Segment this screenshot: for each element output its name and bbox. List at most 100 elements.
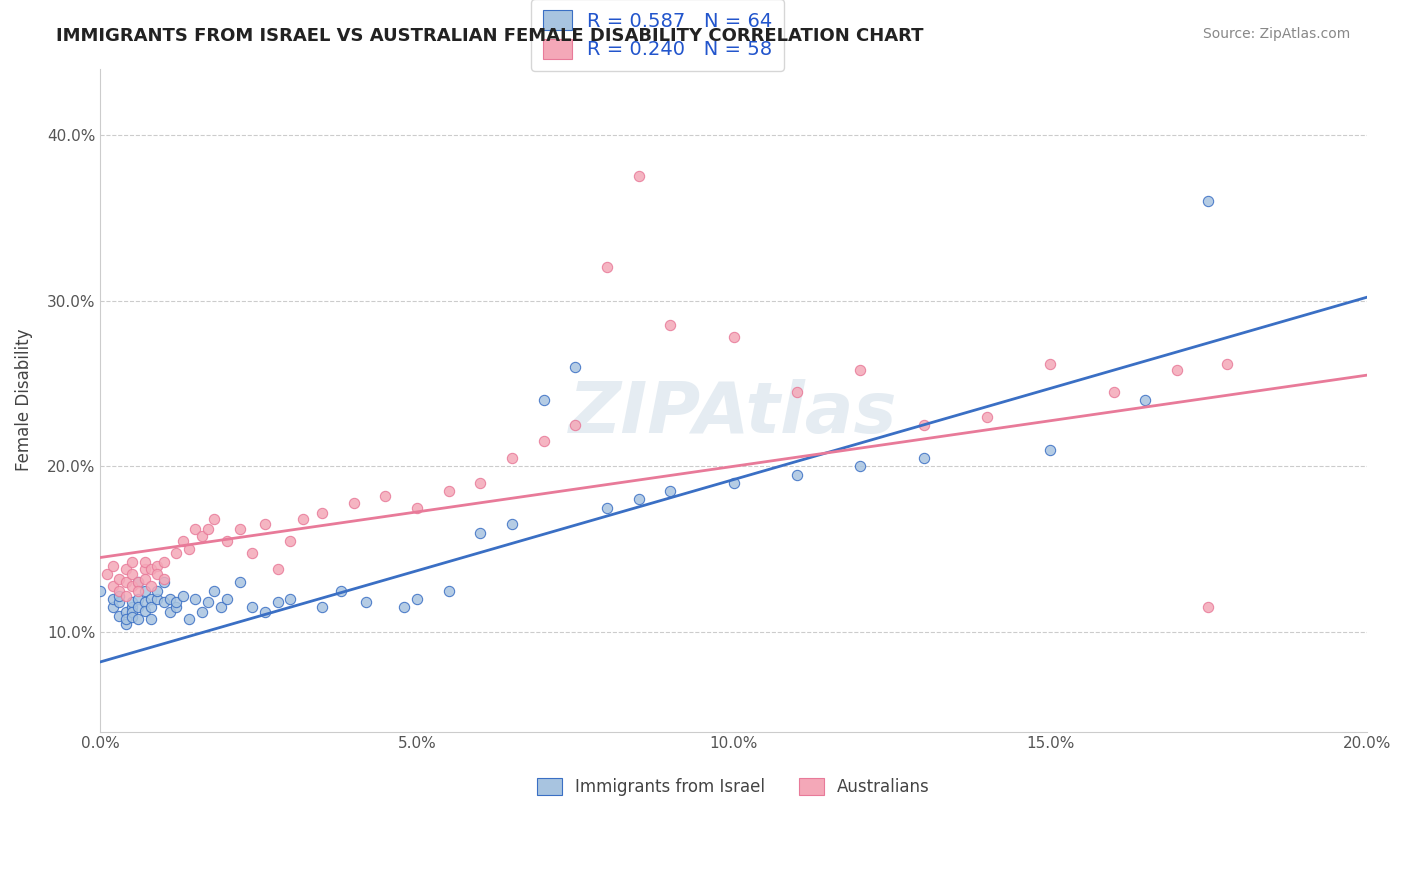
Point bbox=[1039, 442, 1062, 457]
Point bbox=[152, 556, 174, 570]
Point bbox=[184, 591, 207, 606]
Point bbox=[172, 589, 194, 603]
Point bbox=[912, 417, 935, 432]
Point bbox=[146, 583, 169, 598]
Point bbox=[152, 575, 174, 590]
Point bbox=[849, 459, 872, 474]
Point bbox=[1198, 194, 1220, 208]
Point bbox=[1216, 357, 1239, 371]
Point bbox=[108, 572, 131, 586]
Point bbox=[108, 608, 131, 623]
Point bbox=[406, 591, 429, 606]
Point bbox=[127, 575, 149, 590]
Point bbox=[240, 545, 263, 559]
Point bbox=[1198, 600, 1220, 615]
Point bbox=[1166, 363, 1188, 377]
Point bbox=[266, 595, 288, 609]
Point bbox=[114, 616, 136, 631]
Point bbox=[139, 591, 162, 606]
Point bbox=[564, 359, 586, 374]
Point bbox=[533, 392, 555, 407]
Point bbox=[134, 556, 156, 570]
Point bbox=[159, 605, 181, 619]
Point bbox=[121, 600, 143, 615]
Point bbox=[139, 562, 162, 576]
Point bbox=[912, 451, 935, 466]
Point bbox=[215, 591, 238, 606]
Point bbox=[849, 363, 872, 377]
Point bbox=[202, 512, 225, 526]
Point bbox=[202, 583, 225, 598]
Point bbox=[134, 595, 156, 609]
Point bbox=[253, 605, 276, 619]
Point bbox=[197, 595, 219, 609]
Point bbox=[209, 600, 232, 615]
Point bbox=[437, 583, 460, 598]
Point bbox=[392, 600, 416, 615]
Point bbox=[127, 575, 149, 590]
Point bbox=[501, 517, 523, 532]
Point bbox=[266, 562, 288, 576]
Point bbox=[470, 525, 492, 540]
Point bbox=[1133, 392, 1156, 407]
Point bbox=[659, 484, 682, 499]
Point bbox=[114, 612, 136, 626]
Point bbox=[101, 591, 124, 606]
Point bbox=[311, 600, 333, 615]
Point bbox=[596, 260, 619, 275]
Point bbox=[374, 489, 396, 503]
Point bbox=[146, 567, 169, 582]
Point bbox=[127, 612, 149, 626]
Point bbox=[89, 583, 111, 598]
Point bbox=[197, 522, 219, 536]
Point bbox=[134, 583, 156, 598]
Point bbox=[228, 522, 250, 536]
Point bbox=[177, 542, 200, 557]
Point bbox=[659, 318, 682, 333]
Point bbox=[976, 409, 998, 424]
Point bbox=[114, 605, 136, 619]
Point bbox=[184, 522, 207, 536]
Point bbox=[127, 600, 149, 615]
Point bbox=[564, 417, 586, 432]
Point bbox=[146, 558, 169, 573]
Text: ZIPAtlas: ZIPAtlas bbox=[569, 379, 898, 448]
Point bbox=[114, 575, 136, 590]
Point bbox=[127, 583, 149, 598]
Point bbox=[152, 595, 174, 609]
Point bbox=[108, 583, 131, 598]
Point bbox=[121, 579, 143, 593]
Point bbox=[165, 600, 187, 615]
Point bbox=[146, 591, 169, 606]
Point bbox=[533, 434, 555, 449]
Point bbox=[121, 567, 143, 582]
Point bbox=[342, 496, 364, 510]
Point bbox=[1102, 384, 1125, 399]
Point bbox=[311, 506, 333, 520]
Point bbox=[228, 575, 250, 590]
Point bbox=[139, 579, 162, 593]
Point bbox=[596, 500, 619, 515]
Point bbox=[437, 484, 460, 499]
Point bbox=[627, 492, 650, 507]
Point bbox=[121, 605, 143, 619]
Point bbox=[278, 533, 301, 548]
Point bbox=[134, 603, 156, 617]
Point bbox=[177, 612, 200, 626]
Point bbox=[165, 595, 187, 609]
Point bbox=[627, 169, 650, 184]
Point bbox=[723, 475, 745, 490]
Point bbox=[723, 330, 745, 344]
Point bbox=[139, 600, 162, 615]
Point bbox=[215, 533, 238, 548]
Point bbox=[406, 500, 429, 515]
Point bbox=[501, 451, 523, 466]
Point bbox=[190, 529, 212, 543]
Point bbox=[253, 517, 276, 532]
Point bbox=[139, 612, 162, 626]
Point bbox=[108, 589, 131, 603]
Point bbox=[329, 583, 352, 598]
Point bbox=[121, 595, 143, 609]
Point bbox=[240, 600, 263, 615]
Point bbox=[159, 591, 181, 606]
